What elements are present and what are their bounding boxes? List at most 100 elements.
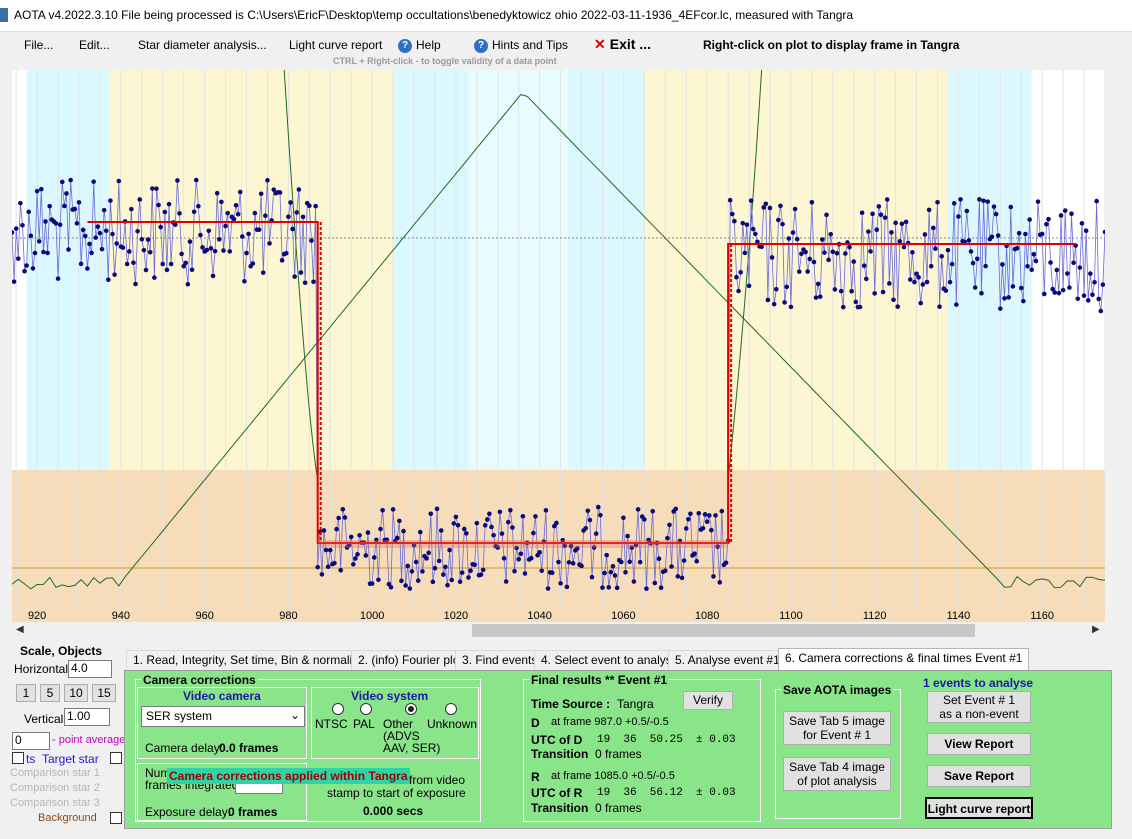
data-point — [374, 537, 379, 543]
data-point — [564, 584, 570, 590]
tab-read-integrity[interactable]: 1. Read, Integrity, Set time, Bin & norm… — [126, 650, 372, 670]
data-point — [585, 508, 591, 514]
light-curve-report-button[interactable]: Light curve report — [925, 797, 1033, 819]
target-prefix: ts — [26, 752, 36, 766]
horizontal-scale-input[interactable]: 4.0 — [68, 660, 112, 678]
bin-10-button[interactable]: 10 — [64, 684, 88, 702]
menu-edit[interactable]: Edit... — [79, 38, 110, 52]
tab-find-events[interactable]: 3. Find events — [455, 650, 545, 670]
tab-fourier[interactable]: 2. (info) Fourier plot — [351, 650, 470, 670]
data-point — [43, 219, 48, 224]
data-point — [834, 250, 840, 256]
plot-band-5 — [644, 70, 948, 470]
background-checkbox[interactable] — [110, 812, 122, 824]
point-average-select[interactable]: 0 — [12, 732, 50, 750]
light-curve-chart[interactable]: 920 940 960 980 1000 1020 1040 1060 1080 1100 1120… — [12, 70, 1105, 622]
tab-select-event[interactable]: 4. Select event to analyse — [534, 650, 686, 670]
data-point — [129, 206, 134, 212]
ctrl-click-hint: CTRL + Right-click - to toggle validity … — [333, 56, 557, 66]
data-point — [887, 281, 892, 286]
scale-header: Scale, Objects — [20, 644, 103, 658]
save-tab5-button[interactable]: Save Tab 5 image for Event # 1 — [783, 711, 891, 745]
data-point — [543, 508, 549, 513]
other-detail-label: (ADVS AAV, SER) — [383, 729, 441, 755]
data-point — [327, 547, 333, 553]
data-point — [989, 234, 995, 240]
tab-camera-corrections[interactable]: 6. Camera corrections & final times Even… — [778, 648, 1030, 670]
data-point — [1033, 258, 1039, 264]
data-point — [675, 574, 681, 579]
data-point — [472, 562, 478, 568]
vertical-scale-input[interactable]: 1.00 — [64, 708, 110, 726]
data-point — [300, 214, 306, 220]
save-report-button[interactable]: Save Report — [927, 765, 1031, 787]
menu-hints[interactable]: ? Hints and Tips — [474, 38, 568, 53]
data-point — [650, 508, 656, 514]
data-point — [706, 513, 712, 518]
data-point — [223, 223, 228, 229]
ntsc-radio[interactable] — [332, 703, 344, 715]
data-point — [480, 567, 486, 573]
data-point — [792, 206, 798, 212]
data-point — [147, 249, 153, 255]
target-star-checkbox[interactable] — [12, 752, 24, 764]
data-point — [325, 564, 331, 570]
data-point — [231, 216, 237, 222]
data-point — [1075, 296, 1081, 302]
data-point — [1006, 295, 1011, 300]
data-point — [518, 551, 524, 557]
data-point — [667, 522, 672, 528]
verify-button[interactable]: Verify — [683, 691, 733, 710]
other-radio[interactable] — [405, 703, 417, 715]
data-point — [554, 520, 559, 526]
data-point — [528, 555, 534, 561]
data-point — [225, 210, 230, 216]
pal-radio[interactable] — [360, 703, 372, 715]
menu-file[interactable]: File... — [24, 38, 54, 52]
set-non-event-button[interactable]: Set Event # 1 as a non-event — [927, 691, 1031, 723]
data-point — [880, 289, 886, 295]
data-point — [861, 263, 867, 269]
target-star-show-checkbox[interactable] — [110, 752, 122, 764]
data-point — [405, 563, 411, 569]
data-point — [311, 279, 316, 285]
light-curve-plot[interactable]: 920 940 960 980 1000 1020 1040 1060 1080 1100 1120… — [12, 70, 1105, 622]
data-point — [168, 261, 174, 267]
scrollbar-thumb[interactable] — [472, 624, 975, 637]
plot-scrollbar[interactable]: ◀ ▶ — [12, 622, 1105, 640]
save-tab4-button[interactable]: Save Tab 4 image of plot analysis — [783, 757, 891, 791]
menu-exit[interactable]: ✕ Exit ... — [594, 36, 651, 53]
data-point — [66, 247, 71, 252]
data-point — [145, 237, 151, 242]
menu-help[interactable]: ? Help — [398, 38, 441, 53]
data-point — [537, 550, 542, 555]
data-point — [499, 531, 505, 536]
bin-5-button[interactable]: 5 — [40, 684, 60, 702]
scroll-right-icon[interactable]: ▶ — [1092, 624, 1100, 635]
data-point — [822, 250, 827, 255]
unknown-radio[interactable] — [445, 703, 457, 715]
offset-secs-value: 0.000 secs — [363, 804, 424, 818]
data-point — [411, 542, 417, 548]
view-report-button[interactable]: View Report — [927, 733, 1031, 755]
scroll-left-icon[interactable]: ◀ — [16, 624, 24, 635]
data-point — [277, 190, 283, 195]
data-point — [126, 249, 132, 254]
tab-analyse-event[interactable]: 5. Analyse event #1 — [668, 650, 787, 670]
data-point — [981, 198, 986, 204]
data-point — [729, 211, 735, 217]
r-label: R — [531, 770, 540, 784]
bin-15-button[interactable]: 15 — [92, 684, 116, 702]
data-point — [857, 304, 863, 310]
menu-light-curve-report[interactable]: Light curve report — [289, 38, 383, 52]
data-point — [1083, 228, 1089, 234]
x-tick-label: 940 — [112, 610, 130, 622]
data-point — [803, 249, 808, 255]
bin-1-button[interactable]: 1 — [16, 684, 36, 702]
camera-select[interactable]: SER system ⌄ — [141, 706, 305, 727]
data-point — [533, 514, 538, 519]
data-point — [1092, 279, 1097, 285]
data-point — [849, 288, 854, 294]
help-icon: ? — [398, 38, 412, 53]
menu-star-diameter[interactable]: Star diameter analysis... — [138, 38, 267, 52]
